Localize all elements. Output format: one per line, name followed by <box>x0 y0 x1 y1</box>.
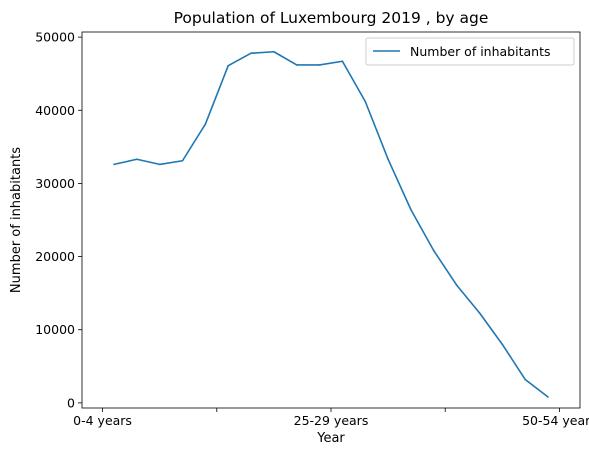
plot-frame <box>82 32 580 408</box>
data-point <box>410 209 412 211</box>
x-tick-label: 0-4 years <box>73 413 132 428</box>
data-point <box>182 160 184 162</box>
x-tick-label: 50-54 years <box>522 413 589 428</box>
plot-area <box>113 51 549 398</box>
data-point <box>342 60 344 62</box>
legend: Number of inhabitants <box>366 38 574 65</box>
legend-label: Number of inhabitants <box>410 44 551 59</box>
y-tick-label: 40000 <box>35 103 75 118</box>
y-axis: 0 10000 20000 30000 40000 50000 <box>35 30 82 411</box>
data-point <box>364 101 366 103</box>
data-point <box>113 164 115 166</box>
data-point <box>479 312 481 314</box>
y-tick-label: 0 <box>67 395 75 410</box>
data-point <box>205 123 207 125</box>
data-point <box>250 52 252 54</box>
data-point <box>387 158 389 160</box>
x-tick-label: 25-29 years <box>294 413 369 428</box>
y-tick-label: 20000 <box>35 249 75 264</box>
data-point <box>273 51 275 53</box>
data-point <box>502 344 504 346</box>
x-axis-title: Year <box>316 431 345 446</box>
y-axis-title: Number of inhabitants <box>9 147 24 293</box>
y-tick-label: 50000 <box>35 30 75 45</box>
data-point <box>433 250 435 252</box>
data-point <box>547 396 549 398</box>
chart-title: Population of Luxembourg 2019 , by age <box>174 9 489 27</box>
data-point <box>296 64 298 66</box>
data-point <box>136 158 138 160</box>
y-tick-label: 30000 <box>35 176 75 191</box>
data-point <box>319 64 321 66</box>
data-point <box>227 65 229 67</box>
series-line <box>114 52 548 397</box>
data-point <box>456 284 458 286</box>
data-point <box>159 164 161 166</box>
data-point <box>524 379 526 381</box>
y-tick-label: 10000 <box>35 322 75 337</box>
